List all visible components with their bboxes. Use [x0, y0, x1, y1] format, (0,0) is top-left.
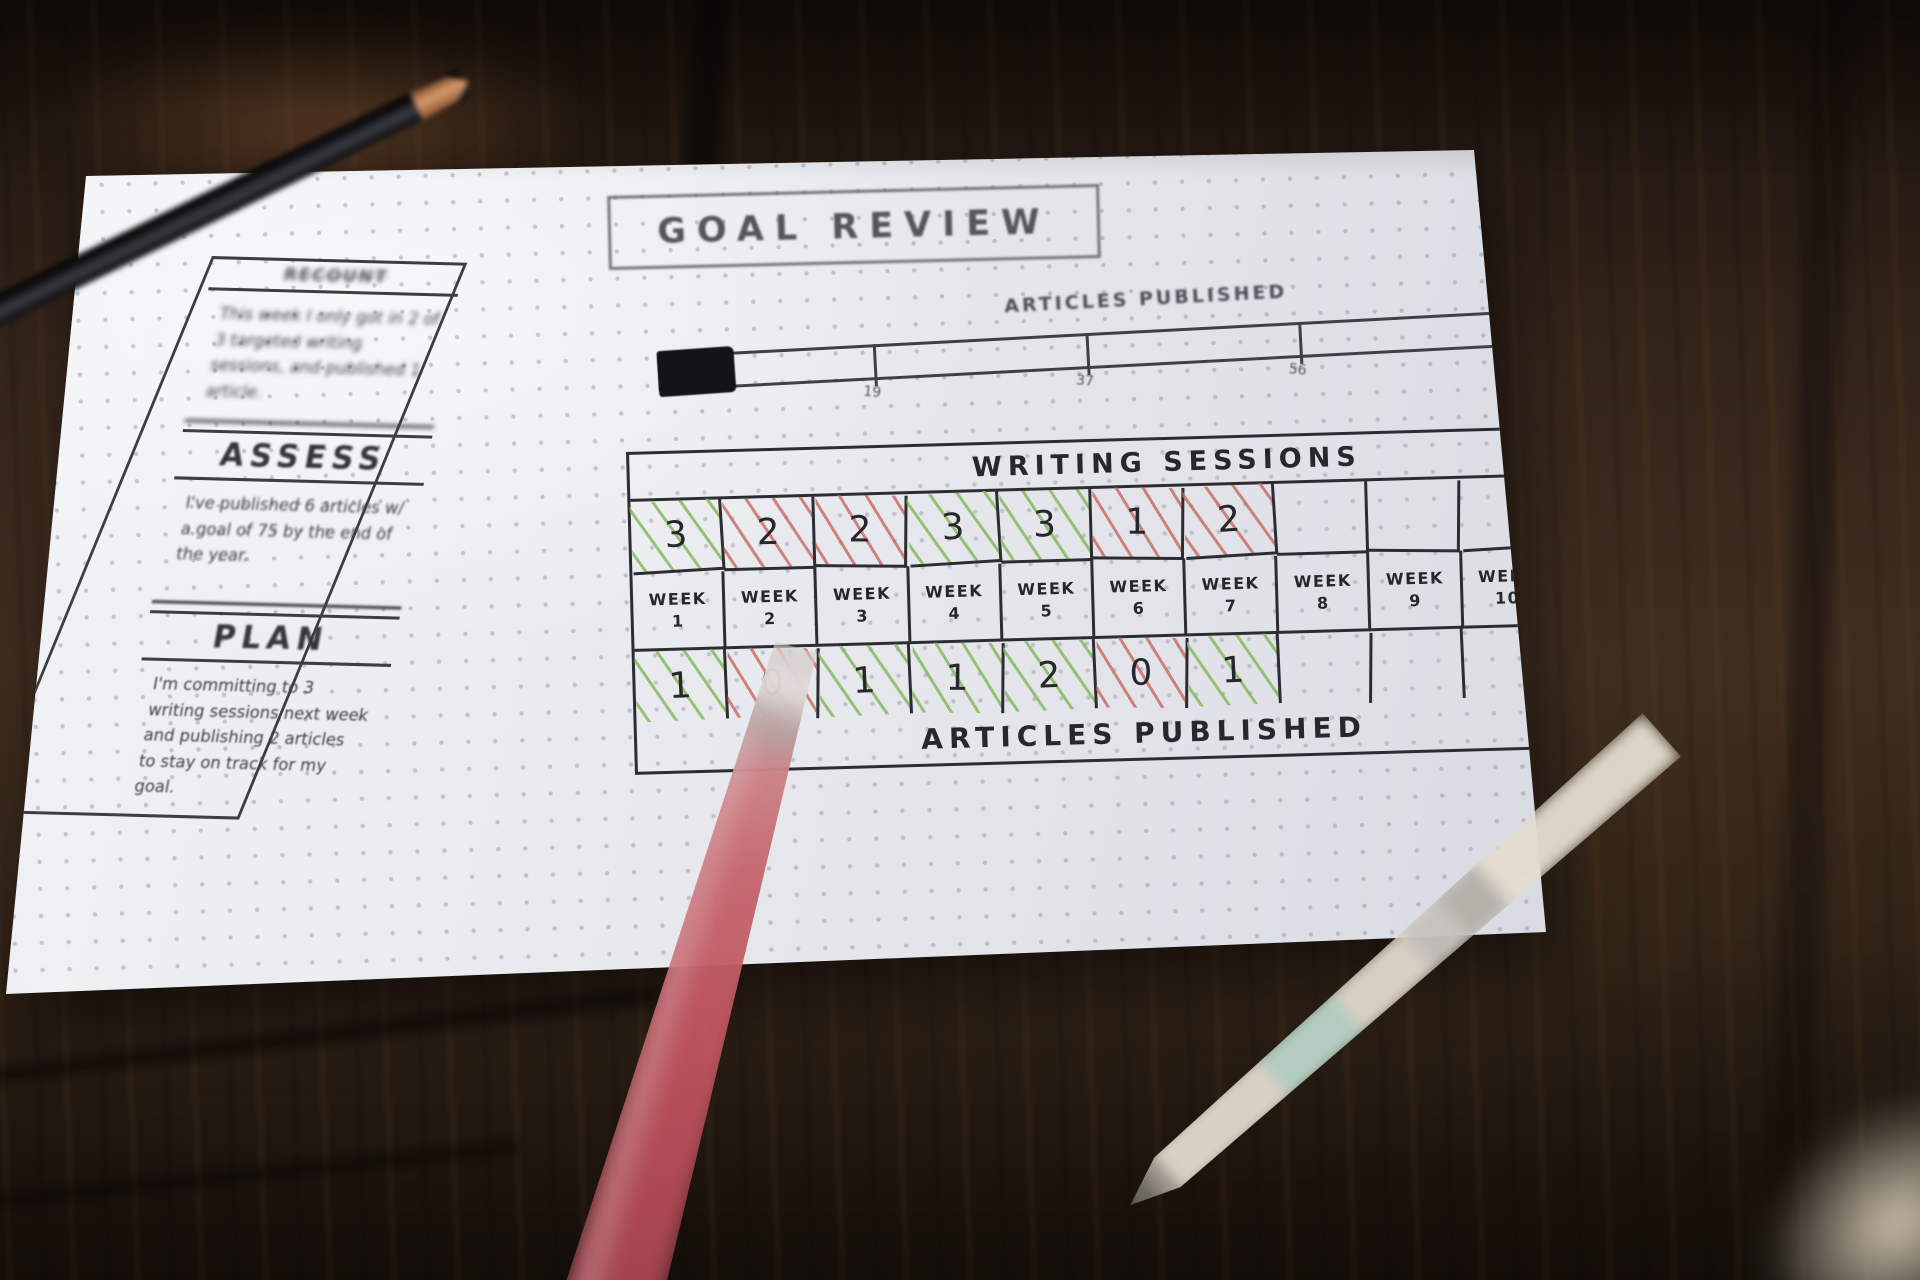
- progress-tick: [1085, 332, 1091, 376]
- progress-tick-label: 56: [1288, 361, 1308, 379]
- articles-cell-week-4: 1: [911, 642, 1005, 714]
- articles-cell-week-9: [1371, 627, 1467, 703]
- articles-cell-week-8: [1280, 632, 1373, 703]
- progress-bar-fill: [656, 345, 737, 398]
- sessions-cell-week-8: [1275, 481, 1370, 556]
- review-heading-plan: PLAN: [141, 610, 400, 667]
- week-label-cell-4: WEEK 4: [908, 563, 1004, 645]
- sessions-cell-week-6: 1: [1091, 487, 1185, 561]
- sessions-cell-week-5: 3: [998, 489, 1094, 564]
- articles-cell-week-7: 1: [1186, 633, 1283, 708]
- week-label-cell-2: WEEK 2: [724, 568, 819, 650]
- week-label-cell-1: WEEK 1: [632, 571, 727, 652]
- progress-tick-label: 75: [1500, 350, 1520, 368]
- week-label-cell-3: WEEK 3: [816, 566, 912, 647]
- progress-tick: [1298, 321, 1304, 364]
- sessions-cell-week-2: 2: [722, 496, 817, 572]
- sessions-cell-week-3: 2: [815, 495, 909, 568]
- progress-bar-label: ARTICLES PUBLISHED: [1003, 280, 1288, 318]
- page-title: GOAL REVIEW: [656, 202, 1052, 252]
- articles-cell-week-3: 1: [818, 643, 914, 718]
- sessions-cell-week-10: [1458, 474, 1546, 553]
- page-title-box: GOAL REVIEW: [607, 184, 1101, 270]
- articles-cell-week-10: [1464, 627, 1546, 698]
- sessions-cell-week-9: [1368, 479, 1461, 553]
- sessions-cell-week-4: 3: [905, 490, 1003, 568]
- week-label-cell-6: WEEK 6: [1093, 558, 1188, 639]
- review-body-recount: This week I only got in 2 of 3 targeted …: [184, 290, 458, 429]
- review-body-assess: I've published 6 articles w/ a goal of 7…: [151, 479, 424, 610]
- week-label-cell-11: WEEK 11: [1554, 546, 1648, 627]
- week-label-cell-10: WEEK 10: [1461, 548, 1546, 629]
- progress-tick: [872, 344, 878, 387]
- review-body-plan: I'm committing to 3 writing sessions nex…: [132, 673, 371, 797]
- sessions-cell-week-7: 2: [1182, 482, 1279, 560]
- progress-tick-label: 37: [1075, 372, 1095, 390]
- sessions-cell-week-1: 3: [629, 497, 726, 576]
- progress-tick-label: 19: [862, 383, 882, 402]
- articles-cell-week-5: 2: [1002, 638, 1098, 713]
- articles-cell-week-11: [1555, 623, 1650, 697]
- notebook-page: GOAL REVIEW RECOUNT This week I only got …: [6, 150, 1546, 994]
- week-label-cell-8: WEEK 8: [1277, 553, 1372, 634]
- week-label-cell-9: WEEK 9: [1369, 550, 1464, 632]
- review-heading-assess: ASSESS: [174, 429, 433, 486]
- week-label-cell-5: WEEK 5: [1000, 560, 1096, 642]
- articles-cell-week-1: 1: [634, 648, 730, 723]
- week-label-cell-7: WEEK 7: [1185, 555, 1280, 637]
- sessions-cell-week-11: [1552, 474, 1646, 549]
- articles-cell-week-6: 0: [1096, 637, 1189, 708]
